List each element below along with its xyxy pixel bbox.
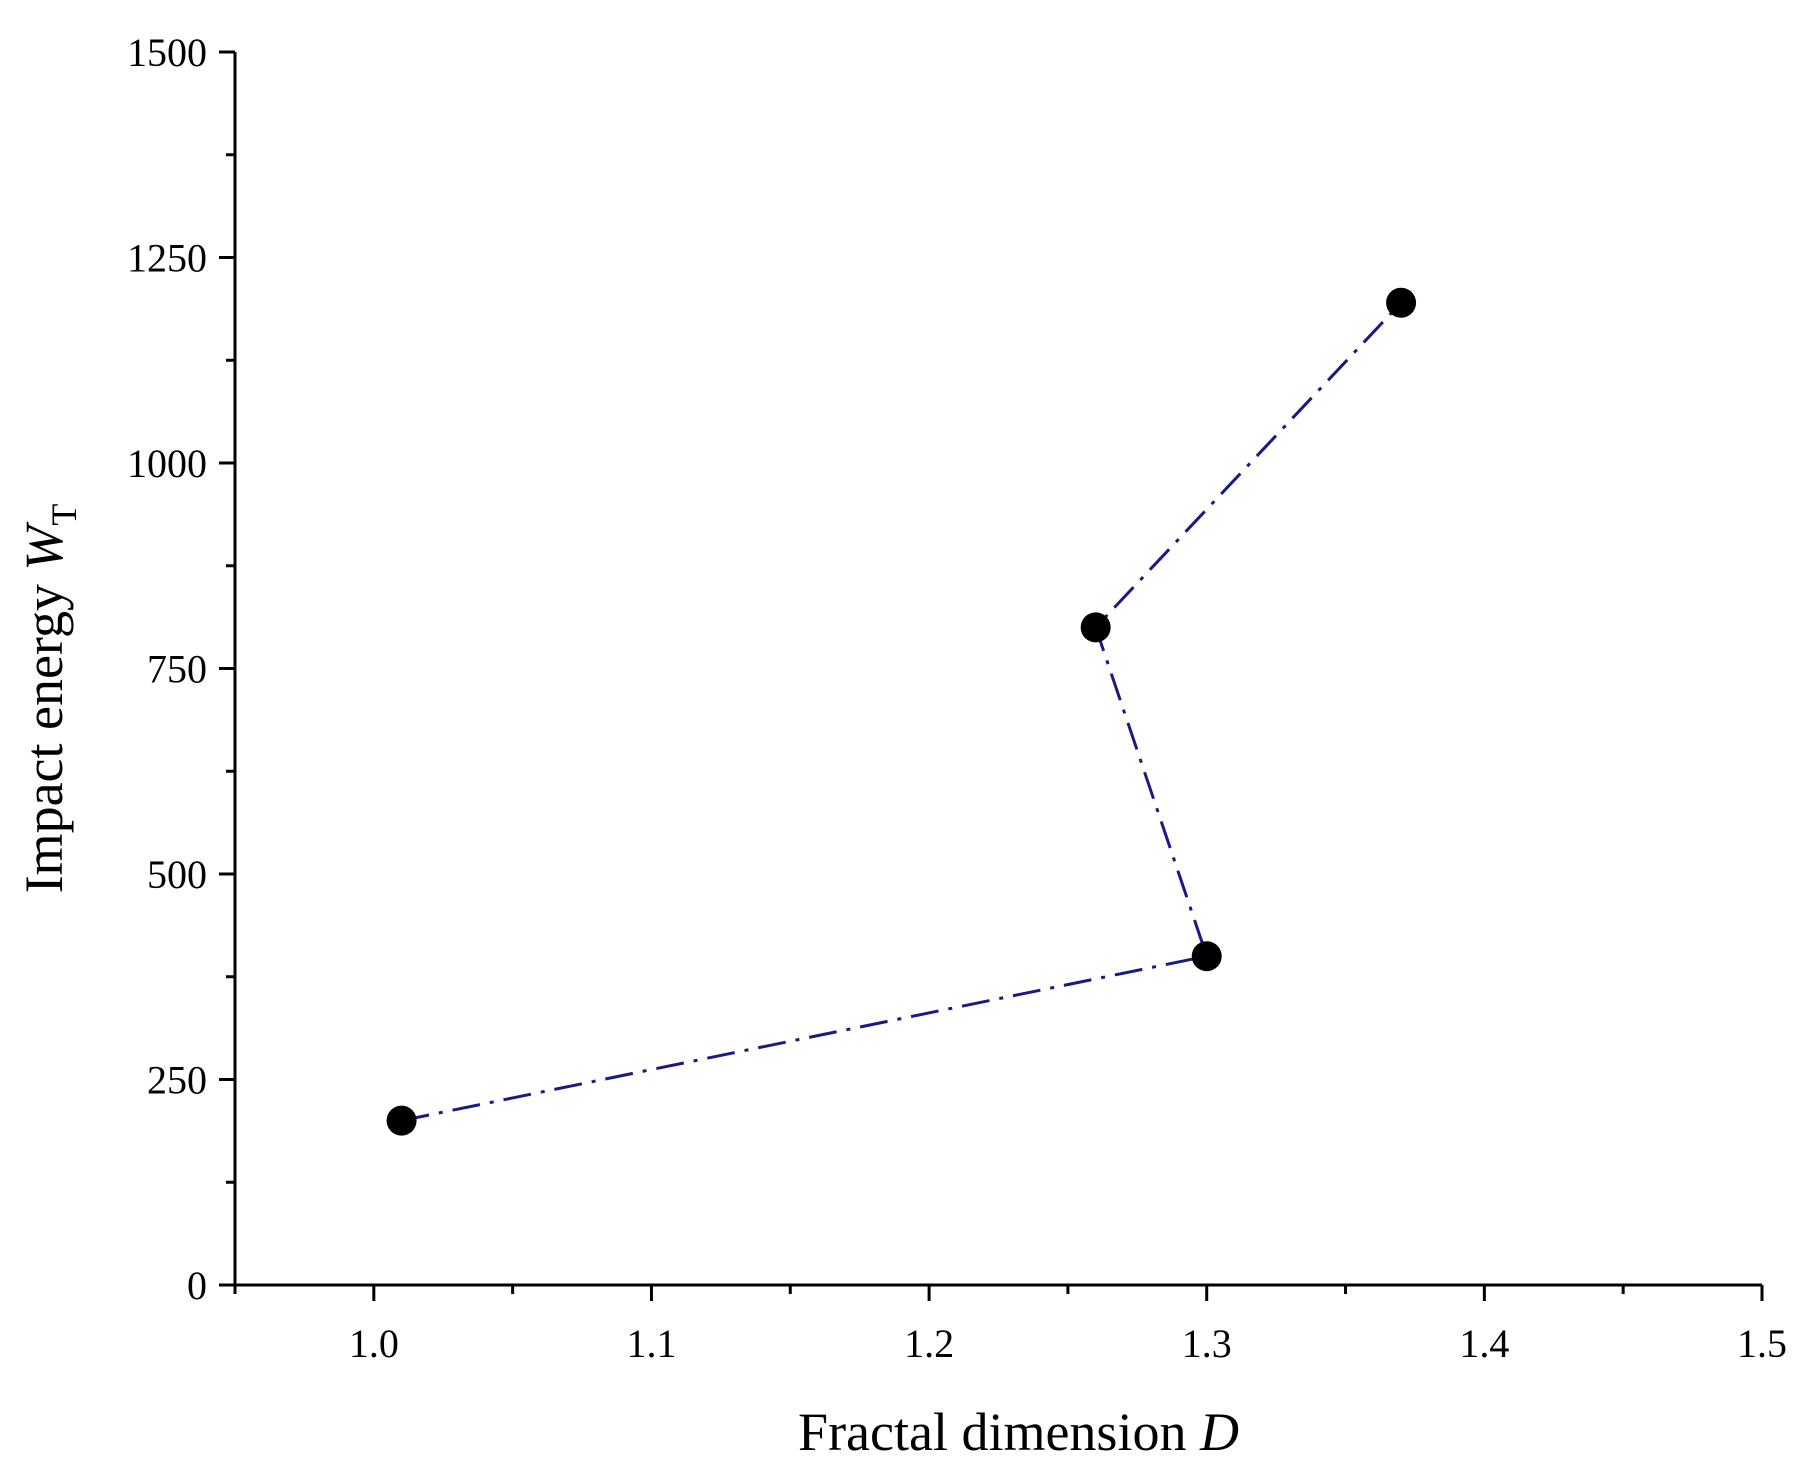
y-tick-label: 250 — [147, 1058, 207, 1103]
x-tick-label: 1.5 — [1737, 1321, 1787, 1366]
y-axis-title: Impact energy WT — [14, 504, 84, 894]
series-layer — [386, 287, 1417, 1136]
x-axis-title-var: D — [1199, 1402, 1239, 1462]
x-tick-label: 1.2 — [904, 1321, 954, 1366]
y-axis-title-sub: T — [44, 504, 84, 526]
x-axis-title-text: Fractal dimension — [798, 1402, 1200, 1462]
y-tick-label: 1500 — [127, 30, 207, 75]
x-tick-label: 1.0 — [349, 1321, 399, 1366]
x-axis-title: Fractal dimension D — [798, 1402, 1239, 1462]
y-tick-label: 750 — [147, 647, 207, 692]
y-tick-label: 1250 — [127, 236, 207, 281]
data-point — [1386, 287, 1417, 318]
y-tick-label: 1000 — [127, 441, 207, 486]
y-axis-ticks: 0 250 500 750 1000 1250 1500 — [127, 30, 235, 1308]
x-tick-label: 1.1 — [626, 1321, 676, 1366]
data-point — [1080, 612, 1111, 643]
y-axis-title-var: W — [14, 521, 74, 571]
x-tick-label: 1.4 — [1459, 1321, 1509, 1366]
x-axis-ticks: 1.0 1.1 1.2 1.3 1.4 1.5 — [233, 1285, 1787, 1366]
y-axis-title-text: Impact energy — [14, 571, 74, 894]
data-point — [1191, 941, 1222, 972]
x-tick-label: 1.3 — [1182, 1321, 1232, 1366]
series-line — [401, 301, 1403, 1123]
data-point — [386, 1105, 417, 1136]
y-tick-label: 0 — [187, 1263, 207, 1308]
y-tick-label: 500 — [147, 852, 207, 897]
